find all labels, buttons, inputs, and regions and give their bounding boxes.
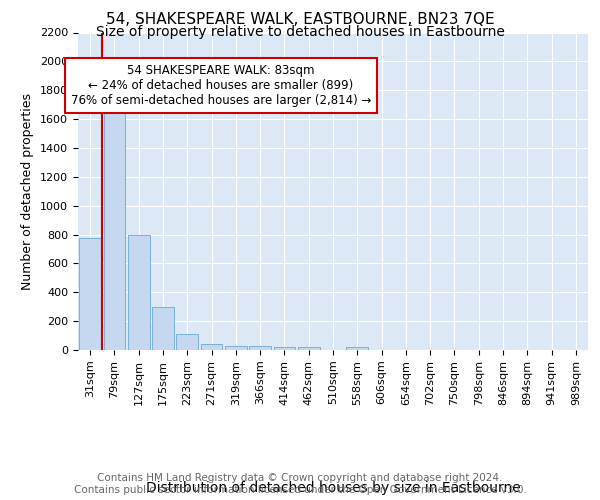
Bar (225, 346, 247, 350)
Bar (152, 306, 174, 350)
Bar (128, 234, 149, 350)
Text: 54 SHAKESPEARE WALK: 83sqm
← 24% of detached houses are smaller (899)
76% of sem: 54 SHAKESPEARE WALK: 83sqm ← 24% of deta… (71, 64, 371, 108)
Bar (298, 347, 320, 350)
Bar (249, 346, 271, 350)
Y-axis label: Number of detached properties: Number of detached properties (22, 93, 34, 290)
Bar (79, 238, 101, 350)
Bar (346, 347, 368, 350)
Text: 54, SHAKESPEARE WALK, EASTBOURNE, BN23 7QE: 54, SHAKESPEARE WALK, EASTBOURNE, BN23 7… (106, 12, 494, 28)
Bar (176, 334, 198, 350)
Bar (200, 344, 223, 350)
Bar (104, 106, 125, 350)
Bar (274, 347, 295, 350)
Text: Contains HM Land Registry data © Crown copyright and database right 2024.
Contai: Contains HM Land Registry data © Crown c… (74, 474, 526, 495)
X-axis label: Distribution of detached houses by size in Eastbourne: Distribution of detached houses by size … (146, 481, 520, 495)
Text: Size of property relative to detached houses in Eastbourne: Size of property relative to detached ho… (95, 25, 505, 39)
